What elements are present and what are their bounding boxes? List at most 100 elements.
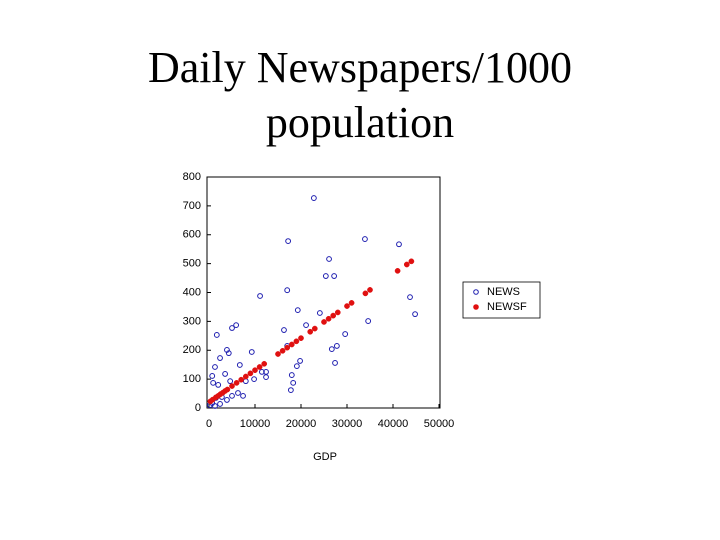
scatter-point [279,347,286,354]
scatter-point [367,287,373,293]
y-tick-label: 100 [183,373,201,385]
y-tick-label: 400 [183,286,201,298]
scatter-point [331,273,338,279]
scatter-point [348,300,355,306]
scatter-point [284,287,291,294]
x-tick-label: 30000 [332,418,363,430]
scatter-point [334,309,341,316]
y-tick-label: 700 [183,200,201,212]
scatter-point [224,397,230,403]
scatter-point [252,367,258,374]
scatter-point [215,382,222,388]
scatter-point [229,392,235,399]
scatter-point [290,379,297,386]
scatter-point [362,290,369,297]
scatter-point [227,378,234,385]
scatter-point [328,346,335,352]
scatter-point [342,331,349,337]
scatter-point [288,372,295,378]
scatter-point [281,327,287,333]
scatter-point [242,373,249,380]
scatter-point [287,387,294,393]
scatter-point [235,390,241,396]
legend-label: NEWS [487,286,520,298]
scatter-point [303,322,309,329]
scatter-point [394,267,401,274]
scatter-point [307,328,314,335]
scatter-point [298,335,304,341]
y-tick-label: 300 [183,315,201,327]
legend-marker [473,304,479,310]
scatter-point [297,358,303,364]
scatter-point [229,383,235,389]
scatter-point [225,350,232,357]
scatter-point [229,325,235,331]
scatter-point [238,376,245,383]
scatter-point [326,256,332,262]
scatter-point [212,403,218,409]
legend-label: NEWSF [487,301,527,313]
scatter-point [256,364,263,370]
scatter-point [259,369,265,375]
scatter-point [233,380,240,386]
scatter-point [263,374,269,381]
x-axis-label: GDP [313,451,337,463]
scatter-point [322,273,329,279]
scatter-point [407,294,413,301]
scatter-point [222,371,229,377]
scatter-point [217,355,223,361]
scatter-point [233,322,240,329]
scatter-point [403,261,410,268]
scatter-point [288,341,295,348]
scatter-point [257,293,263,299]
scatter-point [293,363,300,370]
scatter-point [242,378,249,385]
scatter-point [412,311,418,318]
scatter-point [285,238,292,245]
scatter-point [294,307,301,314]
scatter-point [240,392,246,399]
scatter-point [332,360,338,366]
y-tick-label: 600 [183,229,201,241]
y-tick-label: 800 [183,171,201,183]
scatter-point [396,241,402,248]
scatter-point [344,303,350,309]
scatter-point [321,319,327,325]
scatter-point [247,370,254,377]
scatter-point [365,318,372,324]
y-tick-label: 500 [183,258,201,270]
scatter-point [311,325,318,332]
scatter-point [408,258,415,265]
y-tick-label: 200 [183,344,201,356]
scatter-point [310,195,317,201]
x-tick-label: 10000 [240,418,271,430]
scatter-point [251,376,257,383]
scatter-point [248,349,255,355]
scatter-point [261,360,268,367]
scatter-point [275,351,281,357]
chart-title: Daily Newspapers/1000 population [147,43,572,147]
scatter-point [333,343,340,349]
legend-marker [473,289,479,295]
scatter-point [213,332,220,338]
scatter-point [212,364,218,370]
scatter-point [293,338,300,345]
scatter-point [236,362,243,368]
plot-frame [206,176,441,409]
x-tick-label: 40000 [378,418,409,430]
scatter-point [210,379,217,386]
legend-box [462,281,541,319]
scatter-point [224,386,231,393]
y-tick-label: 0 [195,402,201,414]
x-tick-label: 20000 [286,418,317,430]
scatter-point [325,315,332,322]
scatter-point [330,312,337,319]
scatter-point [316,310,323,316]
scatter-point [217,401,223,407]
scatter-point [209,373,216,379]
x-tick-label: 50000 [424,418,455,430]
scatter-point [284,344,291,351]
scatter-point [362,236,368,242]
